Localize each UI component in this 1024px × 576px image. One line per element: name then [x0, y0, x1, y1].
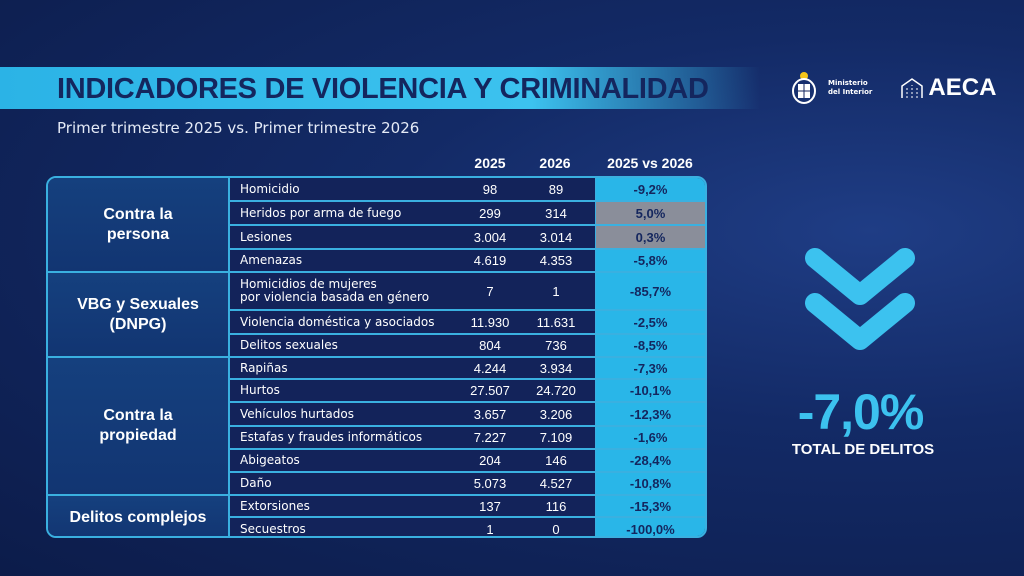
change-percent: -8,5%: [595, 335, 705, 356]
total-change-label: TOTAL DE DELITOS: [791, 441, 935, 458]
change-percent: -10,1%: [595, 380, 705, 401]
total-change-value: -7,0%: [797, 384, 925, 440]
value-2025: 204: [479, 453, 501, 468]
group-label: Delitos complejos: [48, 496, 230, 536]
value-2025: 137: [479, 498, 501, 514]
value-2025: 3.657: [473, 406, 507, 422]
indicator-name: Secuestros: [240, 521, 306, 536]
table-row: Heridos por arma de fuego 299 314 5,0%: [230, 202, 705, 226]
table-row: Estafas y fraudes informáticos 7.227 7.109…: [230, 427, 705, 450]
value-2025: 4.619: [473, 253, 507, 268]
value-2025: 3.004: [473, 229, 507, 245]
change-percent: -10,8%: [595, 473, 705, 494]
value-2025: 98: [482, 181, 498, 197]
value-2026: 3.014: [539, 229, 573, 245]
value-2025: 27.507: [470, 383, 510, 398]
table-row: Amenazas 4.619 4.353 -5,8%: [230, 250, 705, 273]
value-2025: 1: [486, 521, 494, 537]
change-percent: -7,3%: [595, 358, 705, 378]
indicator-name: Delitos sexuales: [240, 338, 338, 352]
value-2026: 24.720: [536, 383, 576, 398]
page-title: INDICADORES DE VIOLENCIA Y CRIMINALIDAD: [57, 73, 709, 105]
aeca-logo: AECA: [900, 74, 996, 102]
ministerio-crest-icon: [792, 72, 816, 104]
value-2026: 3.934: [539, 360, 573, 376]
change-percent: 0,3%: [595, 226, 705, 248]
value-2026: 736: [545, 338, 567, 353]
table-row: Secuestros 1 0 -100,0%: [230, 518, 705, 537]
indicator-name: Violencia doméstica y asociados: [240, 314, 435, 329]
table-row: Vehículos hurtados 3.657 3.206 -12,3%: [230, 403, 705, 427]
table-row: Daño 5.073 4.527 -10,8%: [230, 473, 705, 496]
change-percent: -5,8%: [595, 250, 705, 271]
value-2026: 11.631: [536, 314, 576, 330]
value-2026: 3.206: [539, 406, 573, 422]
value-2025: 4.244: [473, 360, 507, 376]
change-percent: -28,4%: [595, 450, 705, 471]
title-banner: [0, 67, 760, 109]
value-2025: 299: [479, 205, 501, 221]
change-percent: -85,7%: [595, 273, 705, 309]
column-header-compare: 2025 vs 2026: [607, 155, 693, 171]
value-2026: 89: [548, 181, 564, 197]
table-row: Homicidio 98 89 -9,2%: [230, 178, 705, 202]
value-2026: 146: [545, 453, 567, 468]
group-label: Contra la propiedad: [48, 358, 230, 496]
indicator-name: Homicidio: [240, 181, 300, 196]
change-percent: -12,3%: [595, 403, 705, 425]
value-2026: 1: [552, 283, 560, 299]
group-label: VBG y Sexuales (DNPG): [48, 273, 230, 358]
change-percent: -100,0%: [595, 518, 705, 536]
value-2026: 116: [545, 498, 567, 514]
aeca-logo-text: AECA: [928, 74, 997, 101]
page-subtitle: Primer trimestre 2025 vs. Primer trimest…: [57, 119, 420, 137]
table-row: Lesiones 3.004 3.014 0,3%: [230, 226, 705, 250]
column-header-2026: 2026: [539, 155, 571, 171]
ministerio-logo-text: Ministerio del Interior: [828, 79, 873, 96]
double-chevron-down-icon: [805, 248, 915, 350]
aeca-building-icon: [901, 78, 924, 98]
value-2026: 4.527: [539, 476, 573, 491]
table-row: Abigeatos 204 146 -28,4%: [230, 450, 705, 473]
indicator-name: Abigeatos: [240, 453, 300, 467]
change-percent: -9,2%: [595, 178, 705, 200]
table-row: Extorsiones 137 116 -15,3%: [230, 496, 705, 518]
value-2026: 0: [552, 521, 560, 537]
change-percent: -15,3%: [595, 496, 705, 516]
indicator-name: Heridos por arma de fuego: [240, 205, 402, 220]
value-2025: 804: [479, 338, 501, 353]
table-row: Homicidios de mujeres por violencia basa…: [230, 273, 705, 311]
table-row: Rapiñas 4.244 3.934 -7,3%: [230, 358, 705, 380]
indicator-name: Vehículos hurtados: [240, 406, 354, 421]
indicator-name: Estafas y fraudes informáticos: [240, 430, 423, 444]
value-2025: 7: [486, 283, 494, 299]
value-2025: 5.073: [473, 476, 507, 491]
indicator-name: Daño: [240, 476, 272, 490]
value-2025: 11.930: [470, 314, 510, 330]
table-row: Violencia doméstica y asociados 11.930 11.…: [230, 311, 705, 335]
indicator-name: Homicidios de mujeres por violencia basa…: [240, 277, 430, 304]
column-header-2025: 2025: [474, 155, 506, 171]
logos: Ministerio del Interior AECA: [790, 70, 996, 106]
table-row: Hurtos 27.507 24.720 -10,1%: [230, 380, 705, 403]
group-label: Contra la persona: [48, 178, 230, 273]
value-2025: 7.227: [473, 430, 507, 445]
value-2026: 7.109: [539, 430, 573, 445]
change-percent: 5,0%: [595, 202, 705, 224]
indicator-name: Lesiones: [240, 229, 293, 244]
change-percent: -2,5%: [595, 311, 705, 333]
indicator-name: Rapiñas: [240, 360, 288, 375]
value-2026: 314: [545, 205, 567, 221]
indicator-name: Amenazas: [240, 253, 303, 267]
indicator-name: Extorsiones: [240, 498, 310, 513]
value-2026: 4.353: [539, 253, 573, 268]
table-row: Delitos sexuales 804 736 -8,5%: [230, 335, 705, 358]
indicator-name: Hurtos: [240, 383, 280, 397]
indicators-table: Homicidio 98 89 -9,2% Heridos por arma de fu…: [46, 176, 707, 538]
change-percent: -1,6%: [595, 427, 705, 448]
